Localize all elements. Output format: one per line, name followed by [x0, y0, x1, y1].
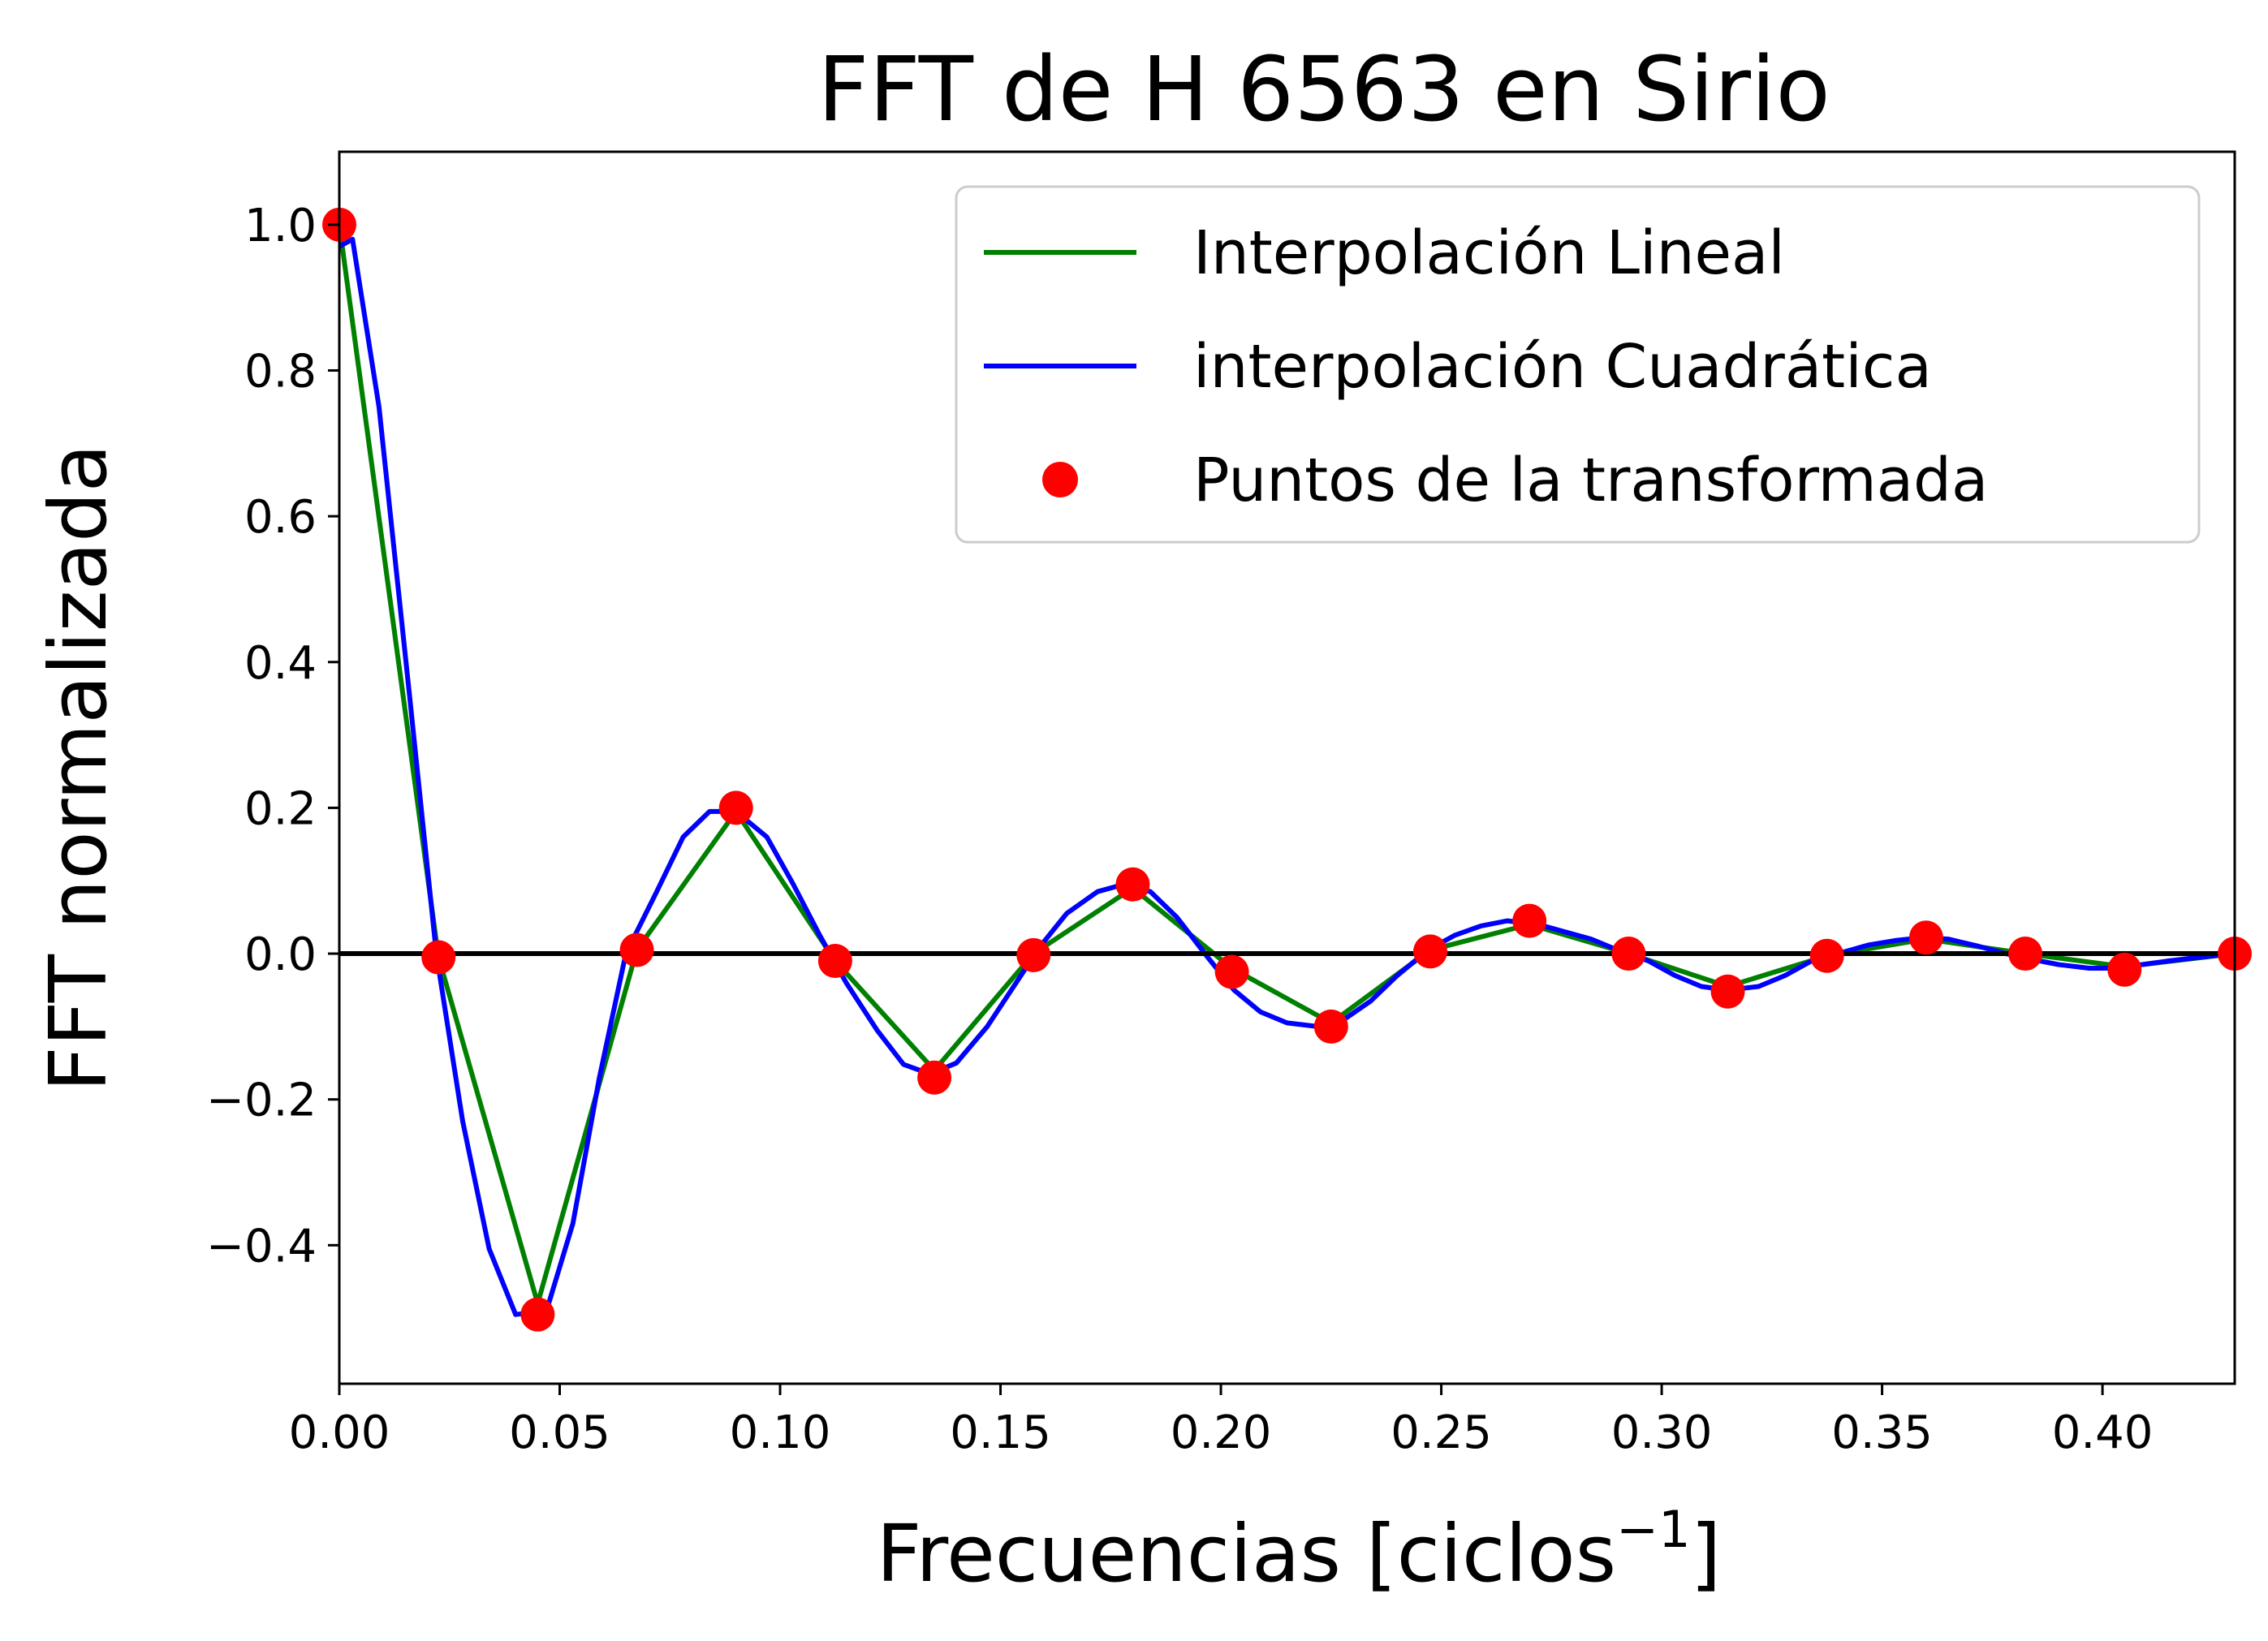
data-point	[1412, 934, 1447, 969]
y-tick-label: 0.2	[244, 782, 317, 835]
data-point	[817, 944, 852, 979]
y-axis-label: FFT normalizada	[32, 444, 124, 1092]
y-tick-label: 1.0	[244, 200, 317, 252]
data-point	[1115, 867, 1150, 902]
x-tick-label: 0.35	[1831, 1406, 1933, 1459]
data-point	[1016, 937, 1051, 972]
data-point	[1710, 974, 1745, 1009]
data-point	[1611, 937, 1646, 971]
x-axis-ticks: 0.00 0.05 0.10 0.15 0.20 0.25 0.30 0.35 0.40	[289, 1384, 2154, 1459]
series-line-1	[338, 236, 2236, 1317]
data-point	[1809, 938, 1844, 973]
series-layer	[337, 224, 2236, 1317]
x-tick-label: 0.15	[950, 1406, 1051, 1459]
legend-label-quadratic: interpolación Cuadrática	[1193, 332, 1932, 402]
data-point	[619, 932, 654, 967]
data-point	[917, 1060, 952, 1095]
x-tick-label: 0.00	[289, 1406, 390, 1459]
x-axis-label: Frecuencias [ciclos−1]	[877, 1500, 1722, 1600]
legend-box	[955, 185, 2201, 544]
x-tick-label: 0.10	[730, 1406, 831, 1459]
x-tick-label: 0.20	[1171, 1406, 1272, 1459]
x-axis-label-close: ]	[1691, 1508, 1722, 1600]
x-axis-label-text: Frecuencias [ciclos	[877, 1508, 1617, 1600]
data-point	[2107, 952, 2142, 987]
legend: Interpolación Lineal interpolación Cuadr…	[955, 185, 2201, 544]
chart-title: FFT de H 6563 en Sirio	[817, 37, 1830, 141]
y-tick-label: 0.6	[244, 491, 317, 544]
data-point	[520, 1297, 555, 1332]
data-point	[1512, 903, 1547, 938]
x-tick-label: 0.40	[2052, 1406, 2154, 1459]
data-point	[1214, 954, 1249, 989]
data-point	[421, 940, 456, 975]
x-tick-label: 0.05	[509, 1406, 610, 1459]
y-tick-label: 0.0	[244, 928, 317, 981]
data-point	[1313, 1009, 1348, 1044]
series-line-0	[337, 224, 2236, 1307]
x-tick-label: 0.25	[1391, 1406, 1492, 1459]
data-point	[1908, 920, 1943, 955]
data-point	[718, 790, 753, 825]
data-point	[2008, 937, 2043, 971]
legend-label-linear: Interpolación Lineal	[1193, 218, 1785, 288]
x-axis-label-superscript: −1	[1616, 1500, 1690, 1559]
legend-label-points: Puntos de la transformada	[1193, 446, 1988, 515]
y-axis-ticks: −0.4 −0.2 0.0 0.2 0.4 0.6 0.8 1.0	[206, 200, 339, 1273]
y-tick-label: 0.8	[244, 345, 317, 398]
legend-marker-points	[1042, 462, 1078, 497]
y-tick-label: −0.2	[206, 1075, 317, 1127]
y-tick-label: 0.4	[244, 637, 317, 690]
plot-frame	[338, 150, 2236, 1385]
x-tick-label: 0.30	[1611, 1406, 1713, 1459]
y-tick-label: −0.4	[206, 1220, 317, 1273]
